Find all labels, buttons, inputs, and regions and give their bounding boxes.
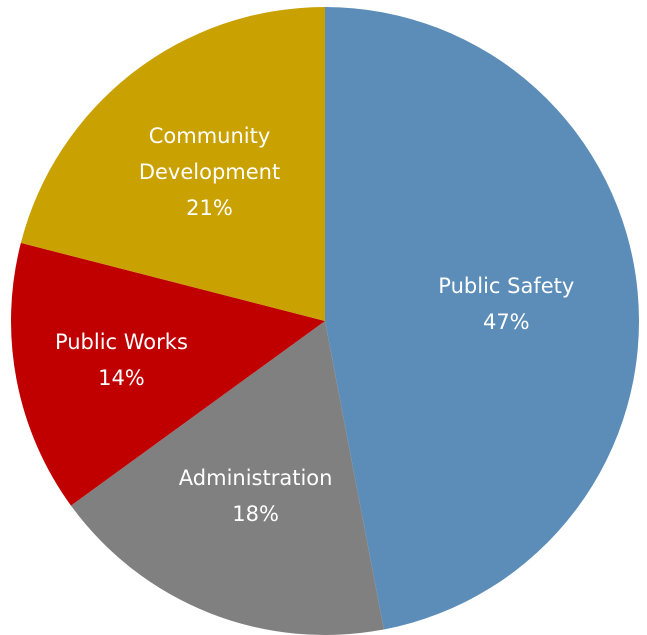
pie-slice-public-works <box>10 242 325 506</box>
pie-slice-administration <box>70 321 384 635</box>
slice-label-public-safety: Public Safety 47% <box>438 274 574 334</box>
slice-value-label: 47% <box>483 310 530 334</box>
slice-name-label: Public Safety <box>438 274 574 298</box>
slice-value-label: 21% <box>186 196 233 220</box>
slice-name-label: Community Development <box>139 124 280 184</box>
slice-label-community-development: Community Development 21% <box>139 124 280 220</box>
slice-value-label: 14% <box>98 366 145 390</box>
slice-name-label: Administration <box>179 466 333 490</box>
pie-slice-public-safety <box>325 7 640 630</box>
slices-layer <box>10 7 640 635</box>
slice-label-public-works: Public Works 14% <box>55 330 188 390</box>
slice-label-administration: Administration 18% <box>179 466 333 526</box>
labels-layer: Public Safety 47% Administration 18% Public … <box>55 124 574 526</box>
slice-value-label: 18% <box>232 502 279 526</box>
pie-slice-community-development <box>20 7 325 321</box>
slice-name-label: Public Works <box>55 330 188 354</box>
